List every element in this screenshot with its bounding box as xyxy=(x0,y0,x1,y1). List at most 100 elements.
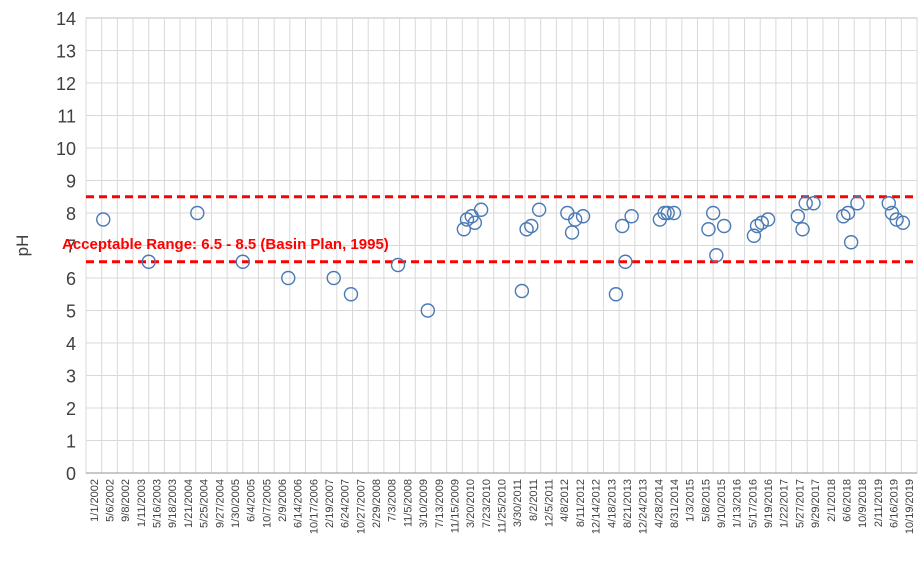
data-point xyxy=(531,202,547,217)
y-tick-label: 0 xyxy=(66,464,76,484)
data-point xyxy=(473,202,489,217)
data-point xyxy=(514,283,530,299)
data-point xyxy=(790,209,806,224)
data-point xyxy=(564,225,580,240)
data-point xyxy=(836,209,851,224)
x-tick-label: 11/25/2010 xyxy=(497,479,509,533)
x-tick-label: 9/27/2004 xyxy=(214,479,226,528)
x-tick-label: 10/7/2005 xyxy=(261,479,273,528)
labels: Acceptable Range: 6.5 - 8.5 (Basin Plan,… xyxy=(62,236,389,253)
x-tick-label: 2/9/2006 xyxy=(277,479,289,522)
data-point xyxy=(456,222,472,237)
x-tick-label: 10/27/2007 xyxy=(355,479,367,534)
data-point xyxy=(660,205,675,221)
x-tick-label: 3/20/2010 xyxy=(465,479,477,528)
x-tick-label: 4/8/2012 xyxy=(559,479,571,522)
x-tick-label: 1/11/2003 xyxy=(136,479,148,527)
y-tick-label: 6 xyxy=(66,269,76,289)
grid-layer xyxy=(85,17,918,474)
x-tick-label: 5/27/2017 xyxy=(794,479,806,528)
reference-lines xyxy=(86,195,917,264)
y-tick-label: 8 xyxy=(66,204,76,224)
x-tick-label: 4/18/2013 xyxy=(606,479,618,528)
data-point xyxy=(524,218,539,234)
x-tick-label: 11/15/2009 xyxy=(449,479,461,533)
x-tick-label: 5/6/2002 xyxy=(105,479,117,522)
data-point xyxy=(760,212,776,227)
data-point xyxy=(716,218,732,234)
data-point xyxy=(575,209,591,224)
data-point xyxy=(420,303,436,318)
x-tick-label: 10/19/2019 xyxy=(904,479,916,534)
x-tick-label: 7/3/2008 xyxy=(387,479,399,522)
data-point xyxy=(895,215,911,230)
x-tick-label: 11/5/2008 xyxy=(402,479,414,527)
x-tick-label: 3/10/2009 xyxy=(418,479,430,528)
x-tick-label: 9/10/2015 xyxy=(716,479,728,528)
x-tick-label: 1/30/2005 xyxy=(230,479,242,528)
data-point xyxy=(795,222,810,237)
x-tick-label: 7/13/2009 xyxy=(434,479,446,528)
x-tick-label: 2/11/2019 xyxy=(873,479,885,527)
data-point xyxy=(657,205,672,221)
data-point xyxy=(840,205,856,221)
data-point xyxy=(615,218,630,234)
y-tick-label: 12 xyxy=(56,74,76,94)
data-point xyxy=(746,228,762,243)
x-tick-label: 1/21/2004 xyxy=(183,479,195,528)
data-point xyxy=(96,212,111,227)
data-point xyxy=(701,222,716,237)
y-tick-label: 2 xyxy=(66,399,76,419)
data-point xyxy=(624,209,639,224)
y-tick-label: 3 xyxy=(66,367,76,387)
range-annotation: Acceptable Range: 6.5 - 8.5 (Basin Plan,… xyxy=(62,236,389,253)
x-tick-label: 3/30/2011 xyxy=(512,479,524,527)
y-tick-label: 10 xyxy=(56,139,76,159)
data-point xyxy=(709,248,724,263)
x-tick-label: 8/21/2013 xyxy=(622,479,634,528)
x-tick-label: 6/6/2018 xyxy=(841,479,853,522)
x-tick-label: 2/1/2018 xyxy=(826,479,838,522)
x-tick-label: 5/8/2015 xyxy=(700,479,712,522)
data-point xyxy=(806,196,821,211)
x-tick-label: 6/4/2005 xyxy=(246,479,258,522)
x-tick-label: 1/22/2017 xyxy=(779,479,791,528)
x-tick-label: 4/28/2014 xyxy=(653,479,665,528)
x-tick-label: 12/5/2011 xyxy=(544,479,556,527)
x-tick-label: 9/18/2003 xyxy=(167,479,179,528)
x-tick-label: 12/14/2012 xyxy=(591,479,603,534)
x-tick-label: 1/3/2015 xyxy=(685,479,697,522)
data-point xyxy=(850,196,865,211)
data-point xyxy=(235,254,250,269)
x-tick-label: 10/9/2018 xyxy=(857,479,869,528)
data-point xyxy=(326,270,341,286)
y-tick-label: 11 xyxy=(57,107,76,127)
data-point xyxy=(390,257,406,273)
x-tick-label: 7/23/2010 xyxy=(481,479,493,528)
x-tick-label: 6/14/2006 xyxy=(293,479,305,528)
x-tick-label: 10/17/2006 xyxy=(308,479,320,534)
x-tick-label: 8/11/2012 xyxy=(575,479,587,527)
data-point xyxy=(519,222,534,237)
x-tick-label: 6/16/2019 xyxy=(888,479,900,528)
y-axis-title: pH xyxy=(13,235,32,257)
y-tick-label: 5 xyxy=(66,302,76,322)
data-point xyxy=(343,287,359,302)
y-tick-label: 4 xyxy=(66,334,76,354)
x-tick-label: 5/16/2003 xyxy=(152,479,164,528)
x-tick-label: 9/19/2016 xyxy=(763,479,775,528)
data-point xyxy=(467,215,483,230)
y-tick-label: 1 xyxy=(66,432,76,452)
data-point xyxy=(567,212,583,227)
data-point xyxy=(190,205,205,221)
x-tick-label: 9/29/2017 xyxy=(810,479,822,528)
x-tick-label: 2/29/2008 xyxy=(371,479,383,528)
data-point xyxy=(705,205,721,221)
data-point xyxy=(459,212,475,227)
data-point xyxy=(666,205,682,221)
x-tick-label: 2/19/2007 xyxy=(324,479,336,528)
x-tick-label: 1/1/2002 xyxy=(89,479,101,522)
